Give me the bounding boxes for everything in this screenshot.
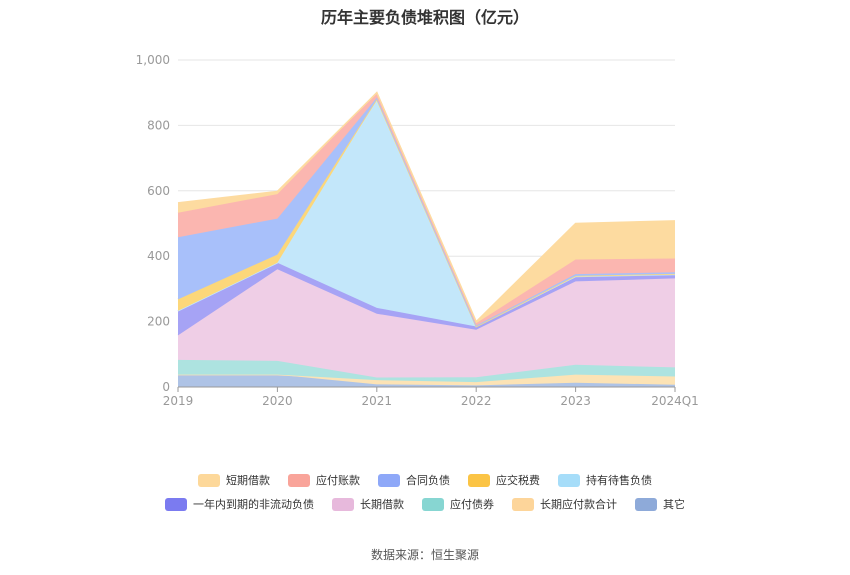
legend-swatch <box>558 473 580 487</box>
legend-swatch <box>635 497 657 511</box>
legend-swatch <box>422 497 444 511</box>
legend-row: 一年内到期的非流动负债 长期借款 应付债券 长期应付款合计 其它 <box>0 496 850 512</box>
legend-label: 应交税费 <box>496 474 540 487</box>
legend-swatch <box>198 473 220 487</box>
legend-label: 合同负债 <box>406 474 450 487</box>
legend-swatch <box>332 497 354 511</box>
legend-swatch <box>512 497 534 511</box>
chart-title: 历年主要负债堆积图（亿元） <box>320 8 529 27</box>
series-line <box>177 91 676 323</box>
y-tick-label: 0 <box>162 380 170 394</box>
legend-label: 应付账款 <box>316 474 360 487</box>
y-tick-label: 1,000 <box>136 53 170 67</box>
area-layer <box>177 91 676 387</box>
y-tick-label: 200 <box>147 315 170 329</box>
source-note: 数据来源：恒生聚源 <box>370 548 479 562</box>
legend-label: 一年内到期的非流动负债 <box>193 498 314 511</box>
series-area <box>178 99 675 327</box>
series-area <box>178 374 675 386</box>
legend-label: 应付债券 <box>450 498 494 511</box>
x-tick-label: 2024Q1 <box>651 394 699 408</box>
legend-label: 长期借款 <box>360 498 404 511</box>
legend-item[interactable]: 一年内到期的非流动负债 <box>165 496 314 512</box>
y-tick-label: 400 <box>147 249 170 263</box>
series-area <box>178 92 675 324</box>
series-area <box>178 269 675 378</box>
legend-item[interactable]: 其它 <box>635 496 685 512</box>
legend-item[interactable]: 合同负债 <box>378 472 450 488</box>
legend-item[interactable]: 长期借款 <box>332 496 404 512</box>
legend-item[interactable]: 应付债券 <box>422 496 494 512</box>
x-tick-label: 2020 <box>262 394 293 408</box>
y-tick-label: 800 <box>147 118 170 132</box>
legend-swatch <box>378 473 400 487</box>
x-tick-label: 2019 <box>163 394 194 408</box>
legend-row: 短期借款 应付账款 合同负债 应交税费 持有待售负债 <box>0 472 850 488</box>
legend-swatch <box>468 473 490 487</box>
legend-swatch <box>165 497 187 511</box>
legend-item[interactable]: 长期应付款合计 <box>512 496 617 512</box>
legend-label: 短期借款 <box>226 474 270 487</box>
legend: 短期借款 应付账款 合同负债 应交税费 持有待售负债 一年内到期的非流动负债 长期借款 应付… <box>0 472 850 520</box>
series-area <box>178 262 675 336</box>
legend-swatch <box>288 473 310 487</box>
legend-label: 持有待售负债 <box>586 474 652 487</box>
legend-item[interactable]: 应交税费 <box>468 472 540 488</box>
legend-item[interactable]: 持有待售负债 <box>558 472 652 488</box>
x-tick-label: 2021 <box>362 394 393 408</box>
x-tick-label: 2022 <box>461 394 492 408</box>
legend-item[interactable]: 短期借款 <box>198 472 270 488</box>
legend-label: 长期应付款合计 <box>540 498 617 511</box>
y-tick-label: 600 <box>147 184 170 198</box>
x-tick-label: 2023 <box>560 394 591 408</box>
legend-item[interactable]: 应付账款 <box>288 472 360 488</box>
axis-layer: 0 200 400 600 800 1,000 2019 2020 2021 2022 2023 20… <box>136 53 699 408</box>
legend-label: 其它 <box>663 498 685 511</box>
